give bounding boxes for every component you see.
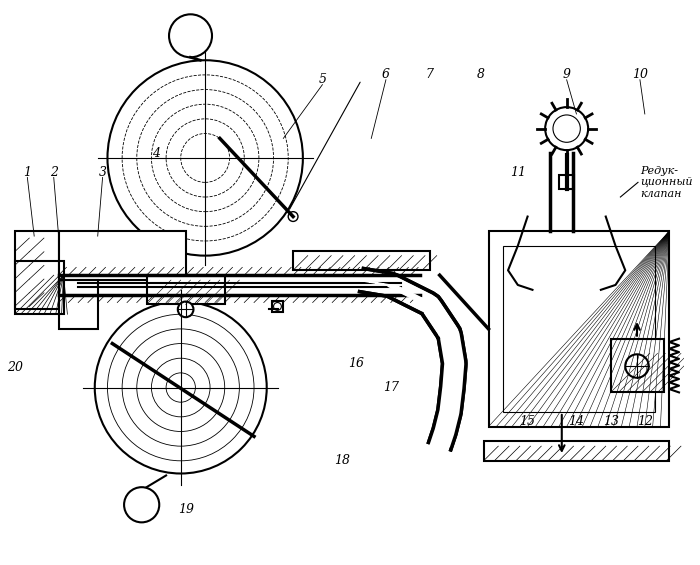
Text: 9: 9 <box>563 68 570 81</box>
Text: 13: 13 <box>603 415 619 428</box>
Text: 2: 2 <box>50 166 57 179</box>
Bar <box>559 175 575 189</box>
Bar <box>293 251 430 270</box>
Text: 20: 20 <box>7 362 22 375</box>
Bar <box>610 338 664 393</box>
Text: 8: 8 <box>477 68 484 81</box>
Text: 16: 16 <box>349 357 365 370</box>
Circle shape <box>178 302 193 317</box>
Circle shape <box>169 14 212 57</box>
Text: 3: 3 <box>99 166 106 179</box>
Bar <box>484 441 669 461</box>
Text: 1: 1 <box>23 166 32 179</box>
Text: 12: 12 <box>637 415 653 428</box>
Text: 19: 19 <box>178 503 194 516</box>
Bar <box>15 260 64 314</box>
Text: 6: 6 <box>382 68 390 81</box>
Bar <box>59 280 98 329</box>
Circle shape <box>124 487 160 523</box>
Text: 4: 4 <box>153 146 160 159</box>
Circle shape <box>625 354 649 378</box>
Text: 11: 11 <box>510 166 526 179</box>
Bar <box>146 275 225 305</box>
Bar <box>272 301 284 312</box>
Circle shape <box>288 212 298 221</box>
Text: 5: 5 <box>318 73 326 86</box>
Bar <box>15 231 59 310</box>
Text: 18: 18 <box>334 454 350 467</box>
Text: 10: 10 <box>632 68 648 81</box>
Text: 15: 15 <box>519 415 536 428</box>
Bar <box>489 231 669 427</box>
Text: 17: 17 <box>383 381 399 394</box>
Circle shape <box>545 107 588 150</box>
Text: 7: 7 <box>426 68 434 81</box>
Bar <box>503 246 654 412</box>
Bar <box>59 231 186 280</box>
Text: 14: 14 <box>568 415 584 428</box>
Text: Редук-
ционный
клапан: Редук- ционный клапан <box>640 166 692 199</box>
